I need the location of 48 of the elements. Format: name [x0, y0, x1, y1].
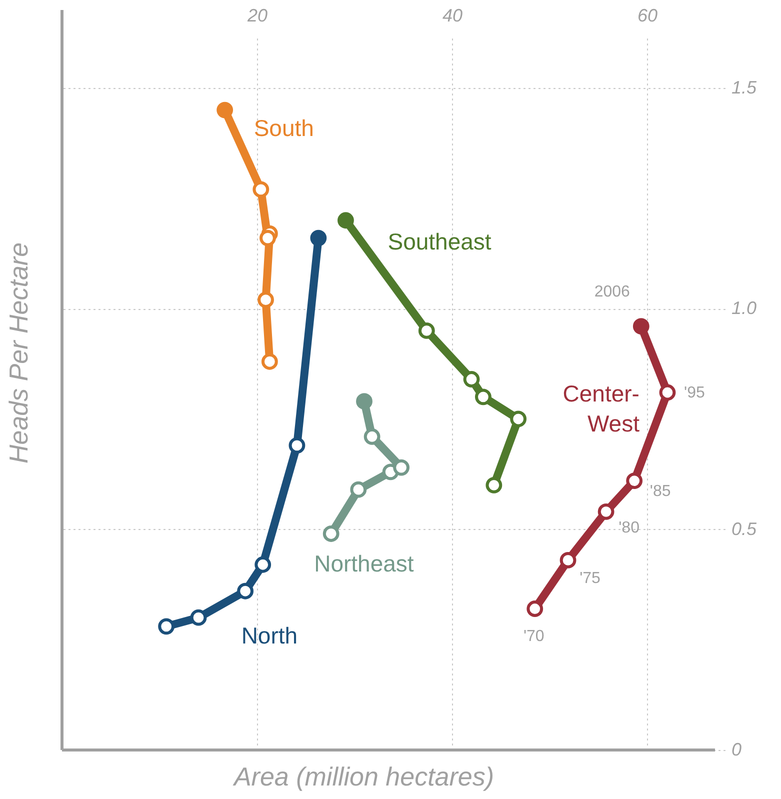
point [356, 393, 372, 410]
annotation: '80 [618, 520, 640, 537]
point [260, 230, 276, 246]
series-label: Southeast [388, 228, 492, 254]
point [463, 371, 480, 388]
point [338, 212, 354, 229]
point [598, 503, 614, 520]
series-label: Center-West [562, 380, 640, 436]
point [261, 353, 278, 370]
point [560, 552, 576, 568]
annotation: '95 [684, 384, 705, 402]
point [258, 292, 274, 308]
point [252, 181, 270, 198]
series-label: South [254, 115, 314, 142]
x-tick-label: 40 [442, 6, 463, 26]
point [418, 322, 435, 339]
point [158, 618, 175, 635]
y-tick-label: 0 [732, 740, 742, 760]
y-tick-label: 1.0 [732, 298, 757, 318]
x-tick-label: 60 [637, 6, 658, 26]
point [632, 318, 650, 334]
point [288, 437, 306, 454]
point [474, 388, 492, 406]
point [190, 609, 207, 626]
point [254, 556, 272, 573]
point [626, 472, 643, 489]
y-tick-label: 0.5 [732, 518, 758, 539]
series-label: North [241, 622, 298, 648]
annotation: '85 [650, 482, 671, 500]
point [510, 410, 527, 428]
point [350, 481, 367, 498]
point [310, 230, 327, 246]
point [486, 476, 502, 494]
y-tick-label: 1.5 [732, 77, 758, 98]
x-axis-title: Area (million hectares) [232, 762, 494, 792]
point [659, 384, 676, 401]
point [393, 459, 410, 476]
series-label: Northeast [314, 550, 414, 577]
annotation: '75 [580, 570, 601, 588]
annotation: 2006 [594, 283, 630, 300]
point [237, 582, 254, 600]
x-tick-label: 20 [246, 6, 268, 26]
point [322, 526, 340, 542]
point [216, 102, 234, 118]
annotation: '70 [523, 628, 544, 645]
point [364, 428, 380, 445]
point [526, 600, 544, 617]
y-axis-title: Heads Per Hectare [4, 242, 34, 464]
